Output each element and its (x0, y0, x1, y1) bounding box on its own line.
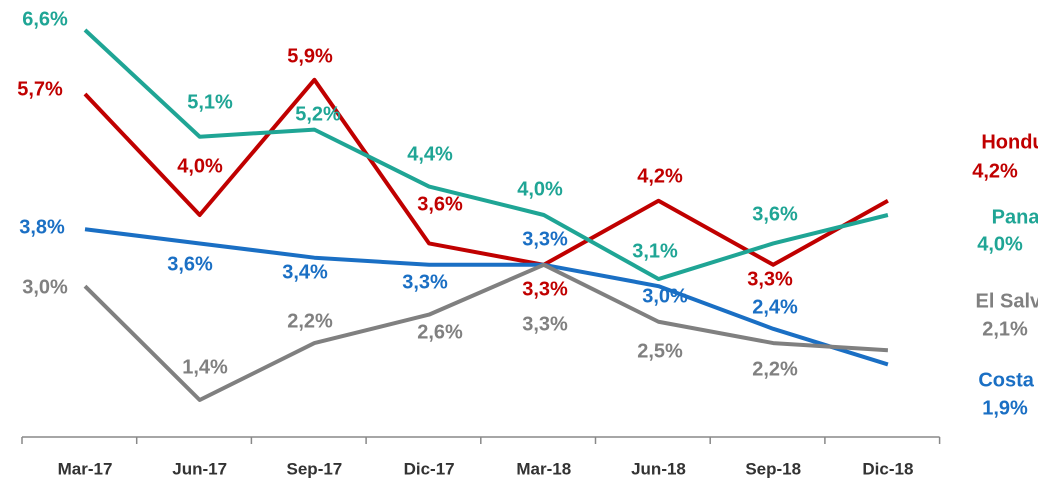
data-label: 3,6% (417, 193, 463, 215)
series-line (83, 28, 889, 282)
data-label: 3,3% (522, 278, 568, 300)
data-label: 5,2% (295, 103, 341, 125)
data-label: 4,4% (407, 143, 453, 165)
x-tick-label: Jun-17 (172, 459, 227, 478)
data-label: 3,1% (632, 240, 678, 262)
legend-label: Costa Rica (978, 369, 1038, 391)
legend-label: Panamá (992, 206, 1038, 228)
series-line (84, 227, 889, 367)
data-label: 3,4% (282, 261, 328, 283)
data-label: 2,4% (752, 296, 798, 318)
x-tick-label: Dic-18 (862, 459, 913, 478)
data-label: 2,1% (982, 318, 1028, 340)
series-line (83, 77, 889, 267)
data-label: 5,9% (287, 45, 333, 67)
data-label: 1,4% (182, 356, 228, 378)
legend-label: Honduras (981, 131, 1038, 153)
data-label: 4,0% (517, 178, 563, 200)
x-tick-label: Sep-18 (745, 459, 801, 478)
data-label: 3,3% (747, 268, 793, 290)
data-label: 3,6% (752, 203, 798, 225)
data-label: 4,2% (637, 165, 683, 187)
data-label: 2,6% (417, 321, 463, 343)
data-label: 3,8% (19, 216, 65, 238)
data-label: 4,2% (972, 160, 1018, 182)
series-line (83, 262, 889, 402)
data-label: 2,2% (287, 310, 333, 332)
data-label: 3,3% (522, 228, 568, 250)
data-label: 3,6% (167, 253, 213, 275)
x-tick-label: Sep-17 (287, 459, 343, 478)
x-tick-label: Mar-17 (58, 459, 113, 478)
data-label: 2,2% (752, 358, 798, 380)
x-tick-label: Dic-17 (404, 459, 455, 478)
data-label: 3,0% (22, 276, 68, 298)
legend-label: El Salvador (976, 290, 1038, 312)
data-label: 3,3% (522, 313, 568, 335)
data-label: 1,9% (982, 397, 1028, 419)
data-label: 5,1% (187, 91, 233, 113)
data-label: 4,0% (177, 155, 223, 177)
data-label: 4,0% (977, 233, 1023, 255)
data-label: 6,6% (22, 8, 68, 30)
x-tick-label: Jun-18 (631, 459, 686, 478)
data-label: 2,5% (637, 340, 683, 362)
data-label: 3,3% (402, 271, 448, 293)
x-tick-label: Mar-18 (516, 459, 571, 478)
data-label: 3,0% (642, 285, 688, 307)
data-label: 5,7% (17, 78, 63, 100)
